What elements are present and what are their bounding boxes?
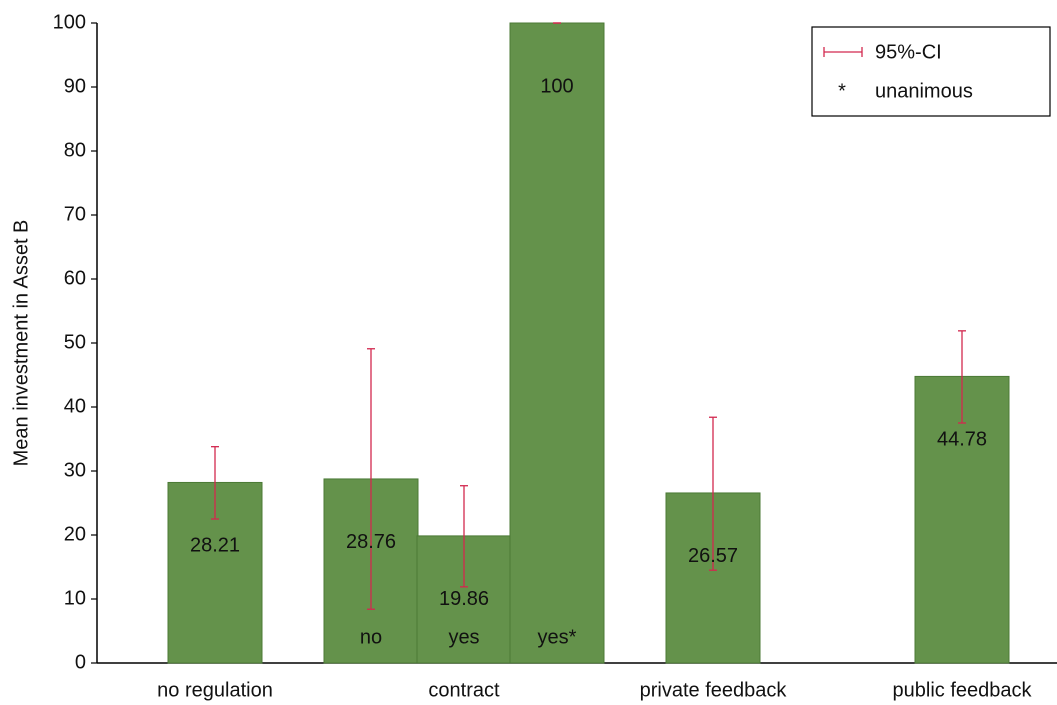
y-tick-label: 40 (64, 395, 86, 417)
value-label: 44.78 (937, 429, 987, 451)
legend-label: unanimous (875, 80, 973, 102)
legend-marker: * (838, 80, 846, 102)
legend-label: 95%-CI (875, 41, 942, 63)
value-label: 28.76 (346, 531, 396, 553)
y-tick-label: 80 (64, 139, 86, 161)
y-tick-label: 100 (53, 11, 86, 33)
y-tick-label: 20 (64, 523, 86, 545)
y-axis-label: Mean investment in Asset B (10, 220, 32, 467)
bar (509, 22, 605, 664)
y-tick-label: 60 (64, 267, 86, 289)
y-tick-label: 10 (64, 587, 86, 609)
y-tick-label: 0 (75, 651, 86, 673)
y-tick-label: 90 (64, 75, 86, 97)
x-tick-label: private feedback (640, 679, 788, 701)
value-label: 100 (540, 75, 573, 97)
y-tick-label: 70 (64, 203, 86, 225)
value-label: 28.21 (190, 535, 240, 557)
x-tick-label: contract (428, 679, 500, 701)
bar-label: yes (448, 626, 479, 648)
value-label: 26.57 (688, 545, 738, 567)
legend-box (811, 26, 1051, 117)
x-tick-label: no regulation (157, 679, 273, 701)
bar-label: no (360, 626, 382, 648)
x-tick-label: public feedback (893, 679, 1033, 701)
y-tick-label: 50 (64, 331, 86, 353)
y-tick-label: 30 (64, 459, 86, 481)
value-label: 19.86 (439, 588, 489, 610)
bar-label: yes* (538, 626, 577, 648)
bar (914, 375, 1010, 664)
